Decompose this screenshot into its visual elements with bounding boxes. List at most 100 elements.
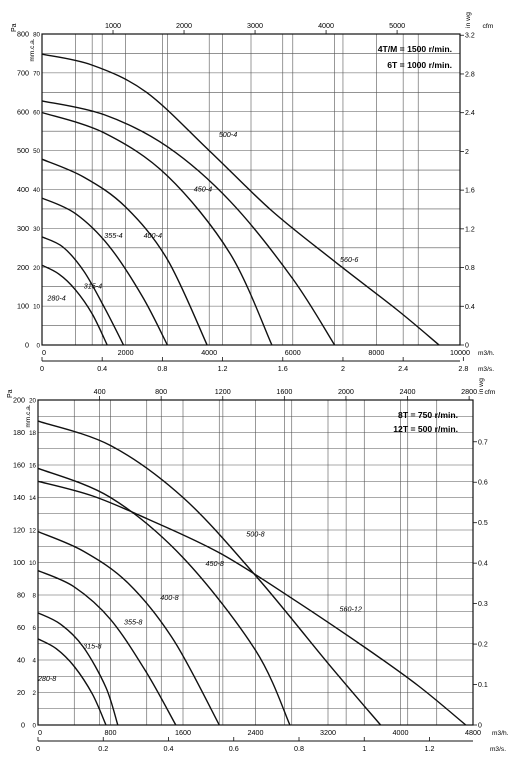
x-tick-label-m3s: 0.4 xyxy=(164,744,174,753)
x-tick-label-cfm: 400 xyxy=(94,387,106,396)
y-tick-label-pa: 200 xyxy=(17,263,29,272)
y-tick-label-pa: 0 xyxy=(21,721,25,730)
x-tick-label-m3s: 1.2 xyxy=(218,364,228,373)
x-unit-m3s: m3/s. xyxy=(490,746,506,753)
y-tick-label-pa: 120 xyxy=(13,526,25,535)
y-tick-label-mmca: 6 xyxy=(33,625,37,632)
x-tick-label-cfm: 5000 xyxy=(389,21,405,30)
y-tick-label-mmca: 14 xyxy=(29,495,36,502)
y-tick-label-pa: 400 xyxy=(17,185,29,194)
curve-280-4 xyxy=(41,264,108,346)
y-tick-label-mmca: 80 xyxy=(33,32,40,39)
y-tick-label-inwg: 2.8 xyxy=(465,71,475,78)
x-tick-label-m3s: 2 xyxy=(341,364,345,373)
curve-label: 560-12 xyxy=(339,604,361,613)
chart-bottom: 0204060801001201401601802000246810121416… xyxy=(7,378,509,753)
x-tick-label-m3h: 3200 xyxy=(320,728,336,737)
x-tick-label-m3s: 0 xyxy=(40,364,44,373)
y-tick-label-pa: 200 xyxy=(13,396,25,405)
y-tick-label-pa: 800 xyxy=(17,30,29,39)
y-tick-label-pa: 500 xyxy=(17,146,29,155)
y-tick-label-inwg: 2 xyxy=(465,149,469,156)
y-unit-inwg: in wg xyxy=(465,12,472,28)
x-tick-label-m3s: 0.6 xyxy=(229,744,239,753)
curve-label: 315-8 xyxy=(83,642,101,651)
curve-label: 500-8 xyxy=(246,530,264,539)
curve-500-4 xyxy=(41,100,336,346)
curve-400-8 xyxy=(37,530,220,726)
curve-560-6 xyxy=(41,53,440,346)
curve-450-4 xyxy=(41,111,273,346)
y-tick-label-pa: 160 xyxy=(13,461,25,470)
x-tick-label-m3s: 0.8 xyxy=(157,364,167,373)
curve-label: 500-4 xyxy=(219,130,237,139)
x-tick-label-m3h: 6000 xyxy=(285,348,301,357)
x-tick-label-m3h: 2000 xyxy=(118,348,134,357)
chart-top: 0100200300400500600700800010203040506070… xyxy=(11,12,495,373)
legend-text: 12T = 500 r/min. xyxy=(393,424,458,434)
x-tick-label-cfm: 3000 xyxy=(247,21,263,30)
plot-frame xyxy=(41,33,461,346)
x-unit-m3h: m3/h. xyxy=(492,730,509,737)
y-tick-label-pa: 20 xyxy=(17,688,25,697)
x-tick-label-m3s: 1.2 xyxy=(425,744,435,753)
x-tick-label-cfm: 1600 xyxy=(276,387,292,396)
x-tick-label-m3s: 1 xyxy=(362,744,366,753)
x-tick-label-m3h: 1600 xyxy=(175,728,191,737)
y-tick-label-inwg: 0.4 xyxy=(465,304,475,311)
curve-560-12 xyxy=(37,480,467,726)
legend: 4T/M = 1500 r/min. 6T = 1000 r/min. xyxy=(378,44,452,70)
curve-label: 355-8 xyxy=(124,617,142,626)
curve-400-4 xyxy=(41,158,208,346)
x-tick-label-cfm: 2400 xyxy=(400,387,416,396)
x-tick-label-m3s: 0.4 xyxy=(97,364,107,373)
y-tick-label-inwg: 0.1 xyxy=(478,682,488,689)
y-tick-label-pa: 100 xyxy=(17,302,29,311)
x-tick-label-m3s: 0.8 xyxy=(294,744,304,753)
y-tick-label-pa: 700 xyxy=(17,68,29,77)
curve-label: 280-8 xyxy=(37,674,56,683)
curve-label: 280-4 xyxy=(46,293,65,302)
y-tick-label-pa: 180 xyxy=(13,428,25,437)
grid xyxy=(41,33,461,346)
x-unit-m3s: m3/s. xyxy=(478,366,494,373)
curve-label: 355-4 xyxy=(104,231,122,240)
y-tick-label-mmca: 12 xyxy=(29,528,36,535)
y-tick-label-mmca: 60 xyxy=(33,109,40,116)
y-tick-label-inwg: 0.2 xyxy=(478,642,488,649)
y-tick-label-mmca: 10 xyxy=(29,560,36,567)
legend: 8T = 750 r/min. 12T = 500 r/min. xyxy=(393,410,458,434)
y-tick-label-inwg: 0.6 xyxy=(478,480,488,487)
x-tick-label-m3h: 4000 xyxy=(201,348,217,357)
y-tick-label-mmca: 18 xyxy=(29,430,36,437)
x-tick-label-m3h: 0 xyxy=(38,728,42,737)
curve-label: 400-8 xyxy=(160,593,178,602)
curve-450-8 xyxy=(37,467,291,726)
y-tick-label-pa: 80 xyxy=(17,591,25,600)
y-tick-label-pa: 0 xyxy=(25,341,29,350)
y-tick-label-pa: 60 xyxy=(17,623,25,632)
y-tick-label-mmca: 10 xyxy=(33,304,40,311)
y-unit-inwg: in wg xyxy=(478,378,485,394)
y-unit-mmca: mm.c.a. xyxy=(25,404,32,427)
curve-label: 450-4 xyxy=(194,184,212,193)
x-tick-label-cfm: 800 xyxy=(155,387,167,396)
curve-label: 450-8 xyxy=(206,559,224,568)
x-unit-cfm: cfm xyxy=(483,23,494,30)
y-tick-label-pa: 40 xyxy=(17,656,25,665)
y-tick-label-mmca: 20 xyxy=(29,398,36,405)
y-tick-label-mmca: 0 xyxy=(33,723,37,730)
x-tick-label-m3h: 8000 xyxy=(368,348,384,357)
x-tick-label-m3h: 4800 xyxy=(465,728,481,737)
x-tick-label-cfm: 4000 xyxy=(318,21,334,30)
y-tick-label-mmca: 0 xyxy=(37,343,41,350)
x-tick-label-cfm: 1000 xyxy=(105,21,121,30)
x-tick-label-m3s: 0.2 xyxy=(98,744,108,753)
y-tick-label-mmca: 4 xyxy=(33,658,37,665)
y-tick-label-mmca: 8 xyxy=(33,593,37,600)
curve-355-4 xyxy=(41,197,169,346)
y-tick-label-mmca: 70 xyxy=(33,70,40,77)
y-unit-mmca: mm.c.a. xyxy=(29,38,36,61)
plot-frame xyxy=(37,399,474,726)
